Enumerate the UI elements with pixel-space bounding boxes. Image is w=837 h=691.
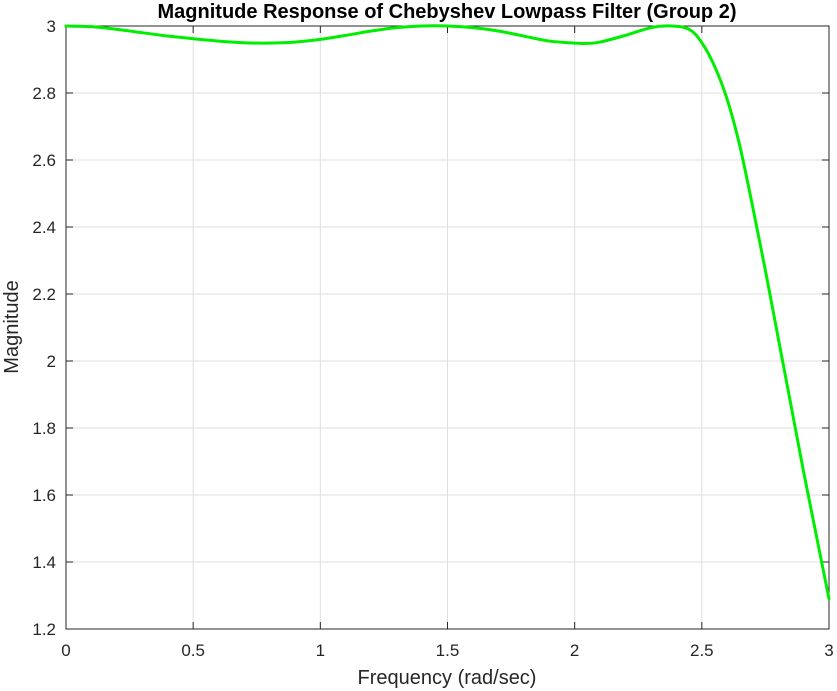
series-group — [64, 24, 831, 601]
x-tick-label: 0.5 — [181, 641, 205, 660]
y-tick-label: 2.6 — [32, 151, 56, 170]
x-tick-label: 2.5 — [690, 641, 714, 660]
x-axis-label: Frequency (rad/sec) — [358, 667, 537, 689]
tick-labels: 0 0.5 1 1.5 2 2.5 3 1.2 1.4 1.6 1.8 2 2.2 2.4 2.6 2.8 3 — [32, 17, 833, 660]
x-tick-label: 1.5 — [436, 641, 460, 660]
y-tick-label: 2 — [47, 352, 56, 371]
y-tick-label: 1.4 — [32, 553, 56, 572]
x-tick-label: 0 — [61, 641, 70, 660]
x-tick-label: 1 — [316, 641, 325, 660]
y-axis-label: Magnitude — [1, 280, 23, 373]
y-tick-label: 3 — [47, 17, 56, 36]
chart-title: Magnitude Response of Chebyshev Lowpass … — [158, 1, 737, 23]
x-tick-label: 2 — [570, 641, 579, 660]
series-line — [64, 24, 831, 601]
x-tick-label: 3 — [824, 641, 833, 660]
y-tick-label: 2.2 — [32, 285, 56, 304]
y-tick-label: 1.6 — [32, 486, 56, 505]
y-tick-label: 1.2 — [32, 620, 56, 639]
y-tick-label: 1.8 — [32, 419, 56, 438]
y-tick-label: 2.4 — [32, 218, 56, 237]
y-tick-label: 2.8 — [32, 84, 56, 103]
